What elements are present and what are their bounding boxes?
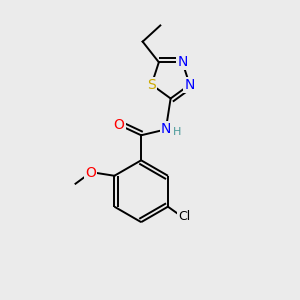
Text: S: S (147, 78, 156, 92)
Text: N: N (177, 55, 188, 69)
Text: O: O (114, 118, 124, 132)
Text: Cl: Cl (178, 211, 190, 224)
Text: N: N (161, 122, 171, 136)
Text: H: H (173, 127, 181, 137)
Text: N: N (184, 78, 195, 92)
Text: O: O (85, 166, 96, 180)
